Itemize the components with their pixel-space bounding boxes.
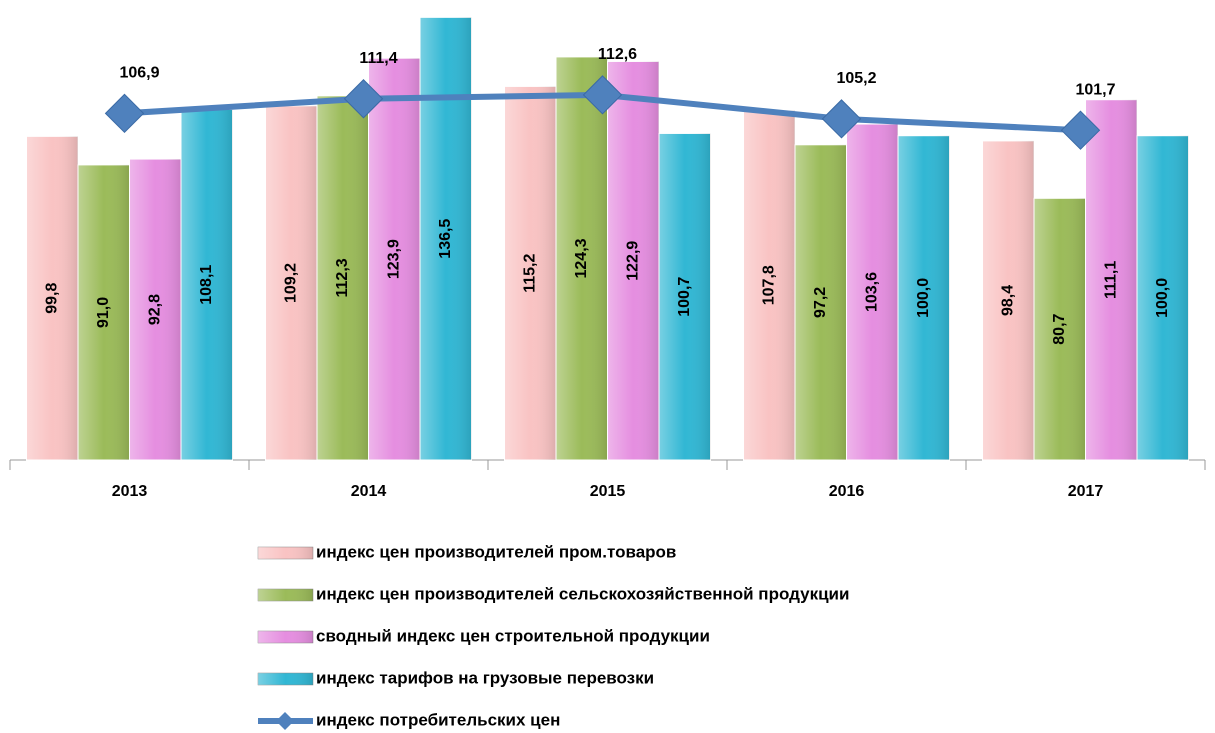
bar-shade <box>898 135 950 460</box>
data-label: 100,0 <box>1154 278 1171 318</box>
data-label: 107,8 <box>760 265 777 305</box>
legend-item: индекс цен производителей пром.товаров <box>257 542 676 561</box>
bar-shade <box>368 58 420 461</box>
data-label: 109,2 <box>282 263 299 303</box>
data-label: 106,9 <box>119 65 159 82</box>
legend-marker <box>276 712 294 730</box>
bar-shade <box>982 140 1034 460</box>
bar-shade <box>504 86 556 461</box>
legend-label: индекс цен производителей сельскохозяйст… <box>316 584 849 603</box>
bar-shade <box>1034 198 1086 460</box>
data-label: 124,3 <box>573 238 590 278</box>
data-label: 100,0 <box>915 278 932 318</box>
data-label: 111,1 <box>1102 261 1119 299</box>
bar-shade <box>743 110 795 461</box>
line-marker <box>343 79 384 119</box>
legend-item: индекс потребительских цен <box>258 710 560 730</box>
data-label: 91,0 <box>95 297 112 328</box>
x-tick-label: 2017 <box>1068 483 1104 500</box>
bar-shade <box>129 159 181 460</box>
data-label: 98,4 <box>999 285 1016 316</box>
line-marker <box>582 75 623 115</box>
bar-shade <box>26 136 78 460</box>
bar-shade <box>78 164 130 460</box>
bar-shade <box>846 124 898 460</box>
bar-shade <box>265 105 317 460</box>
bar-shade <box>1137 135 1189 460</box>
legend-label: сводный индекс цен строительной продукци… <box>316 626 710 645</box>
data-label: 80,7 <box>1051 313 1068 344</box>
bar-shade <box>1085 99 1137 461</box>
line-marker <box>1060 110 1101 150</box>
legend-shade <box>258 589 313 601</box>
data-label: 101,7 <box>1075 81 1115 98</box>
bar-shade <box>420 17 472 460</box>
bar-shade <box>317 95 369 460</box>
data-label: 123,9 <box>385 239 402 279</box>
x-tick-label: 2013 <box>112 483 148 500</box>
x-tick-label: 2016 <box>829 483 865 500</box>
bar-shade <box>181 109 233 460</box>
bar-shade <box>556 56 608 461</box>
data-label: 100,7 <box>676 277 693 317</box>
legend-item: индекс цен производителей сельскохозяйст… <box>257 584 849 603</box>
bar-shade <box>607 61 659 461</box>
legend-item: сводный индекс цен строительной продукци… <box>257 626 710 645</box>
legend-item: индекс тарифов на грузовые перевозки <box>257 668 654 687</box>
data-label: 115,2 <box>521 254 538 293</box>
legend-label: индекс потребительских цен <box>316 710 560 729</box>
data-label: 99,8 <box>43 283 60 314</box>
bar-shade <box>659 133 711 461</box>
data-label: 122,9 <box>624 241 641 281</box>
data-label: 97,2 <box>812 287 829 318</box>
legend-label: индекс цен производителей пром.товаров <box>316 542 676 561</box>
legend-shade <box>258 631 313 643</box>
data-label: 112,6 <box>598 46 637 63</box>
x-tick-label: 2015 <box>590 483 626 500</box>
data-label: 111,4 <box>359 50 397 67</box>
legend-shade <box>258 673 313 685</box>
x-tick-label: 2014 <box>351 483 387 500</box>
data-label: 92,8 <box>146 294 163 325</box>
data-label: 108,1 <box>198 265 215 305</box>
data-label: 103,6 <box>863 272 880 312</box>
data-label: 136,5 <box>437 219 454 259</box>
data-label: 105,2 <box>836 70 876 87</box>
legend-label: индекс тарифов на грузовые перевозки <box>316 668 654 687</box>
data-label: 112,3 <box>334 258 351 297</box>
line-marker <box>104 93 145 134</box>
legend-shade <box>258 547 313 559</box>
bar-shade <box>795 144 847 460</box>
line-marker <box>821 99 862 139</box>
